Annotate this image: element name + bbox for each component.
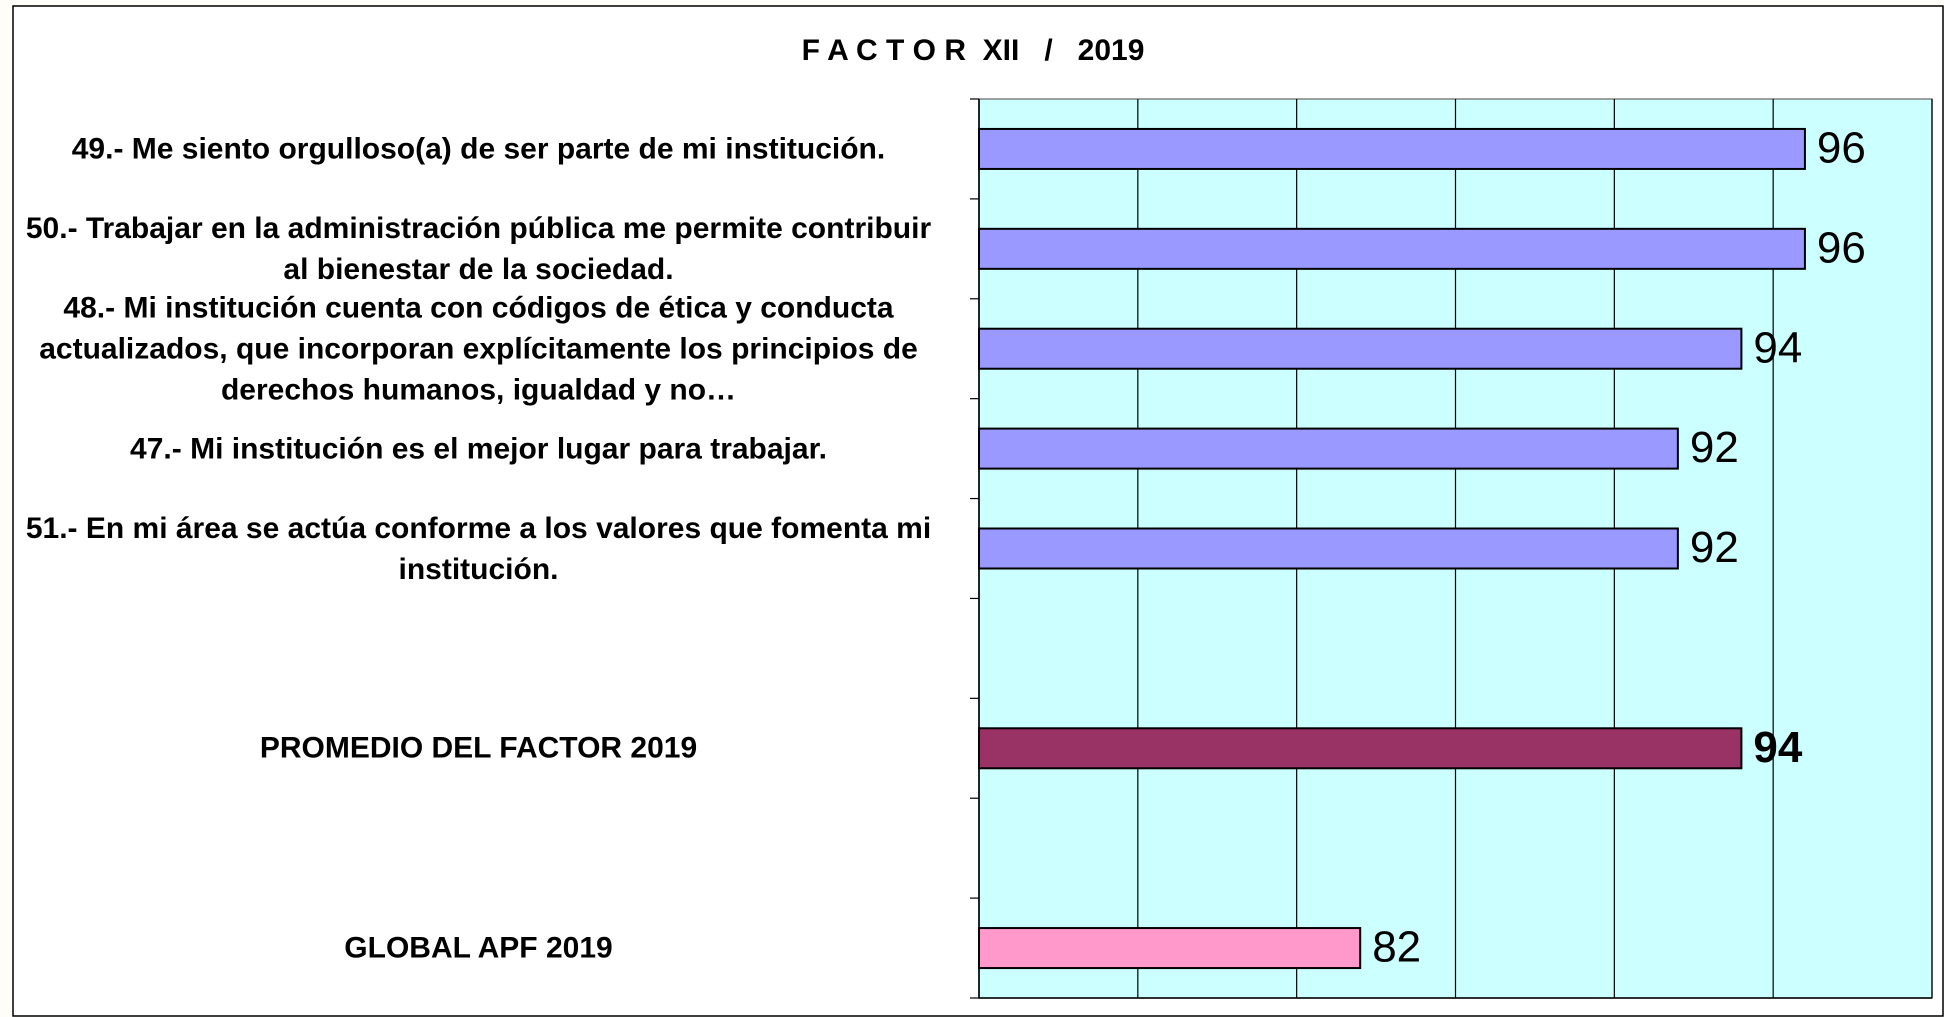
y-tick-label: 51.- En mi área se actúa conforme a los … (25, 511, 932, 586)
y-tick-label: 48.- Mi institución cuenta con códigos d… (39, 291, 918, 407)
y-tick-label: PROMEDIO DEL FACTOR 2019 (259, 731, 698, 765)
y-tick-label: 47.- Mi institución es el mejor lugar pa… (130, 432, 827, 466)
bar (978, 527, 1679, 570)
bar (978, 227, 1806, 270)
value-label: 94 (1753, 323, 1802, 372)
bar (978, 727, 1743, 770)
bar (978, 327, 1743, 370)
value-label: 96 (1817, 124, 1866, 173)
y-tick-label: 50.- Trabajar en la administración públi… (25, 211, 932, 286)
value-label: 92 (1690, 523, 1739, 572)
y-tick-label: GLOBAL APF 2019 (344, 931, 613, 965)
bar (978, 127, 1806, 170)
value-label: 92 (1690, 423, 1739, 472)
bar (978, 427, 1679, 470)
chart-title: F A C T O R XII / 2019 (802, 34, 1145, 67)
value-label: 94 (1753, 723, 1802, 772)
value-label: 96 (1817, 223, 1866, 272)
y-tick-label: 49.- Me siento orgulloso(a) de ser parte… (71, 132, 886, 166)
bar (978, 927, 1362, 970)
value-label: 82 (1372, 923, 1421, 972)
